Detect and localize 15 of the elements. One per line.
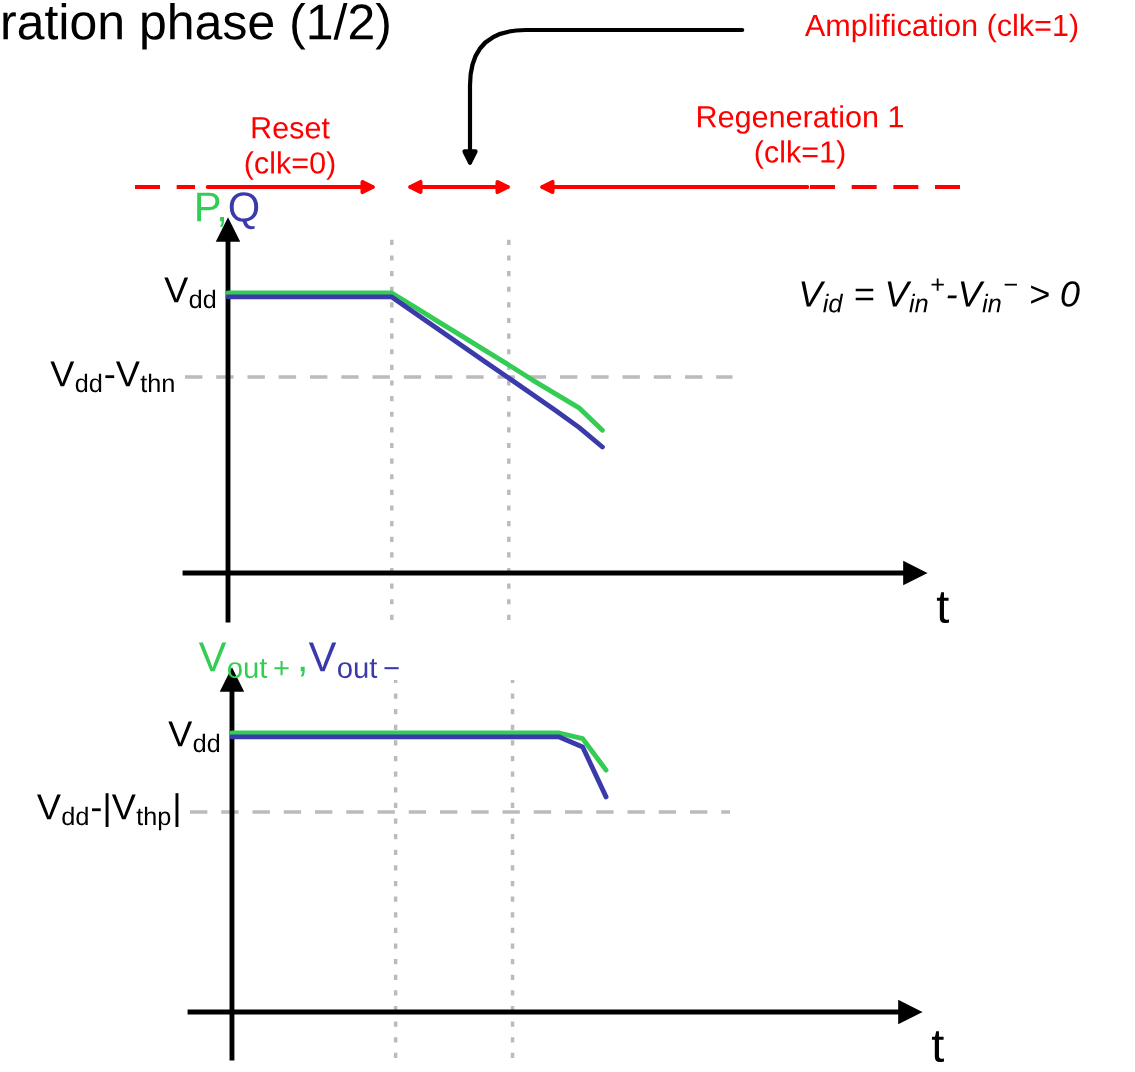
text: Amplification (clk=1) xyxy=(804,13,1078,43)
series-label: V$_{out+}$, xyxy=(198,642,305,679)
text: Regeneration 1 (clk=1) xyxy=(698,105,903,169)
text: V$_{dd}$ xyxy=(164,277,216,309)
annotation: V$_{dd}$ xyxy=(168,721,220,753)
ref-line-label: V$_{dd}$-|V$_{thp}$| xyxy=(37,793,179,831)
series-label: Q xyxy=(229,192,259,230)
text: V$_{id}$ = V$_{in}$$^{+}$-V$_{in}$$^{−}$ > 0 xyxy=(801,278,1080,313)
series-label: P, xyxy=(197,192,225,227)
x-axis-title: t xyxy=(931,1031,944,1063)
text: Reset (clk=0) xyxy=(245,117,335,180)
series-label: V$_{out−}$ xyxy=(308,642,399,679)
chart-title: ration phase (1/2) xyxy=(3,3,389,50)
ref-line-label: V$_{dd}$-V$_{thn}$ xyxy=(50,361,174,393)
x-axis-title: t xyxy=(936,592,949,624)
